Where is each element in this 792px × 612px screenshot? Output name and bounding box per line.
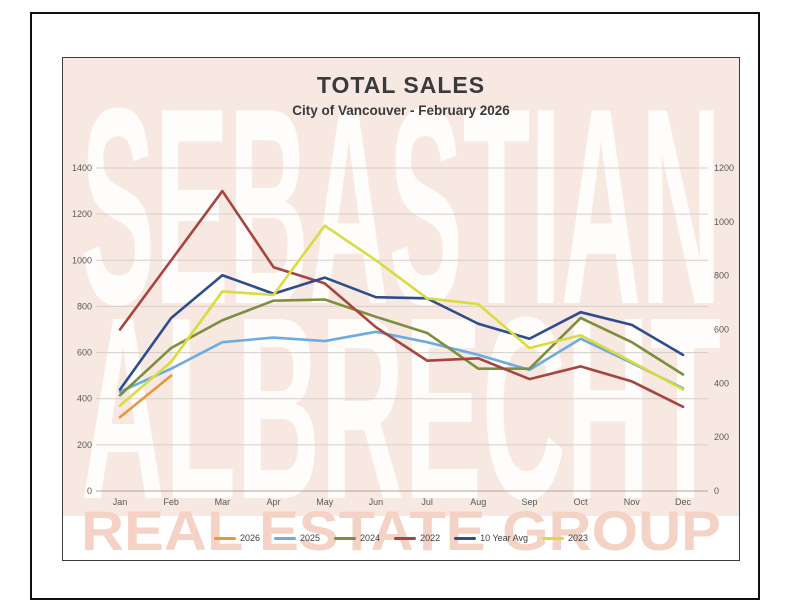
legend-swatch — [334, 536, 357, 540]
legend-item-2026: 2026 — [213, 533, 260, 543]
series-line-2024 — [118, 298, 685, 397]
right-axis-tick-label: 800 — [714, 271, 729, 281]
legend-swatch — [454, 536, 477, 540]
left-axis-tick-label: 400 — [77, 394, 92, 404]
x-axis-month-label: Apr — [267, 497, 281, 507]
legend-item-2025: 2025 — [274, 533, 320, 543]
legend-label: 2023 — [567, 533, 589, 543]
series-line-2025 — [118, 330, 685, 394]
legend-item-10-year-avg: 10 Year Avg — [454, 533, 528, 543]
legend-label: 2025 — [300, 533, 321, 543]
x-axis-month-label: Jun — [369, 497, 384, 507]
left-axis-tick-label: 0 — [87, 486, 92, 496]
x-axis-month-label: Feb — [163, 497, 179, 507]
legend-swatch — [274, 536, 296, 540]
watermark-line2: ALBRECHT — [81, 264, 721, 554]
left-axis-tick-label: 1000 — [72, 255, 92, 265]
x-axis-month-label: Aug — [470, 497, 486, 507]
chart-subtitle: City of Vancouver - February 2026 — [292, 103, 510, 118]
watermark-line3: REAL ESTATE GROUP — [81, 499, 721, 560]
right-axis-tick-label: 0 — [714, 486, 719, 496]
watermark-line1: SEBASTIAN — [81, 58, 721, 363]
series-line-2022 — [118, 189, 685, 409]
x-axis-month-label: Oct — [574, 497, 589, 507]
x-axis-month-label: Jul — [421, 497, 433, 507]
left-axis-tick-label: 800 — [77, 301, 92, 311]
legend-label: 2022 — [420, 533, 441, 543]
left-axis-tick-label: 600 — [77, 348, 92, 358]
series-line-2023 — [118, 224, 685, 407]
right-axis-tick-label: 600 — [714, 325, 729, 335]
legend-swatch — [213, 536, 236, 540]
x-axis-month-label: Mar — [215, 497, 231, 507]
watermark-panel — [63, 58, 739, 516]
legend-item-2023: 2023 — [541, 533, 589, 543]
series-line-10-year-avg — [118, 273, 685, 391]
legend-swatch — [394, 536, 417, 540]
chart-frame: SEBASTIAN ALBRECHT REAL ESTATE GROUP 0 200 40… — [62, 57, 740, 561]
left-axis-tick-label: 1200 — [72, 209, 92, 219]
legend-item-2022: 2022 — [394, 533, 440, 543]
legend-label: 2026 — [239, 533, 260, 543]
chart-legend: 2026 2025 2024 2022 10 Year Avg 2023 — [63, 530, 739, 546]
x-axis-month-label: Jan — [113, 497, 128, 507]
left-axis-tick-label: 1400 — [72, 163, 92, 173]
x-axis-month-label: May — [316, 497, 334, 507]
left-axis-tick-label: 200 — [77, 440, 92, 450]
x-axis-month-label: Sep — [521, 497, 537, 507]
x-axis-month-label: Dec — [675, 497, 692, 507]
legend-swatch — [541, 536, 564, 540]
right-axis-tick-label: 1000 — [714, 217, 734, 227]
right-axis-tick-label: 400 — [714, 378, 729, 388]
legend-label: 10 Year Avg — [480, 533, 528, 543]
legend-item-2024: 2024 — [334, 533, 380, 543]
legend-label: 2024 — [360, 533, 381, 543]
chart-title: TOTAL SALES — [316, 72, 486, 98]
series-line-2026 — [118, 374, 173, 419]
right-axis-tick-label: 1200 — [714, 163, 734, 173]
right-axis-tick-label: 200 — [714, 432, 729, 442]
x-axis-month-label: Nov — [624, 497, 641, 507]
